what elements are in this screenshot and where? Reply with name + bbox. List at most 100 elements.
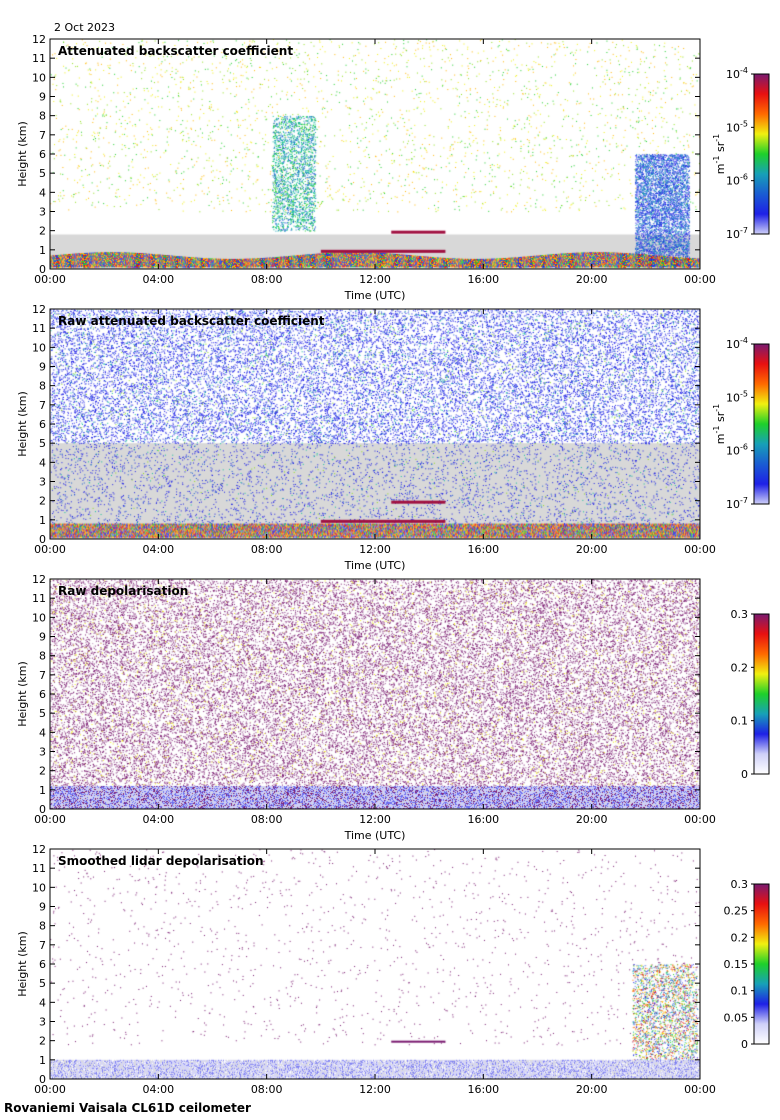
y-tick-label: 10 bbox=[32, 71, 46, 84]
y-tick-label: 3 bbox=[39, 746, 46, 759]
y-tick-label: 1 bbox=[39, 514, 46, 527]
colorbar-tick-label: 0.25 bbox=[724, 905, 749, 918]
y-tick-label: 2 bbox=[39, 1035, 46, 1048]
y-tick-label: 0 bbox=[39, 1073, 46, 1086]
x-tick-label: 16:00 bbox=[467, 273, 499, 286]
colorbar-unit: m-1 sr-1 bbox=[712, 134, 727, 174]
x-tick-label: 16:00 bbox=[467, 543, 499, 556]
colorbar-tick-label: 0.1 bbox=[731, 985, 749, 998]
colorbar bbox=[753, 73, 770, 235]
x-tick-label: 12:00 bbox=[359, 273, 391, 286]
colorbar bbox=[753, 613, 770, 775]
date-label: 2 Oct 2023 bbox=[54, 21, 116, 34]
panel-title: Raw attenuated backscatter coefficient bbox=[58, 314, 325, 328]
y-tick-label: 4 bbox=[39, 726, 46, 739]
heatmap-image bbox=[50, 849, 700, 1079]
heatmap-image bbox=[50, 579, 700, 809]
x-tick-label: 00:00 bbox=[684, 543, 716, 556]
x-tick-label: 04:00 bbox=[142, 543, 174, 556]
colorbar-unit: m-1 sr-1 bbox=[712, 404, 727, 444]
panel-title: Smoothed lidar depolarisation bbox=[58, 854, 264, 868]
y-tick-label: 9 bbox=[39, 361, 46, 374]
y-tick-label: 2 bbox=[39, 225, 46, 238]
y-tick-label: 12 bbox=[32, 303, 46, 316]
y-tick-label: 7 bbox=[39, 129, 46, 142]
y-tick-label: 3 bbox=[39, 206, 46, 219]
y-tick-label: 2 bbox=[39, 765, 46, 778]
y-axis-label: Height (km) bbox=[16, 391, 29, 457]
colorbar bbox=[753, 343, 770, 505]
colorbar-tick-label: 0 bbox=[741, 768, 748, 781]
y-tick-label: 4 bbox=[39, 996, 46, 1009]
y-tick-label: 8 bbox=[39, 110, 46, 123]
colorbar-tick-label: 0.1 bbox=[731, 715, 749, 728]
y-tick-label: 12 bbox=[32, 33, 46, 46]
colorbar-tick-label: 10-5 bbox=[726, 119, 748, 134]
y-tick-label: 11 bbox=[32, 592, 46, 605]
x-tick-label: 04:00 bbox=[142, 1083, 174, 1096]
y-tick-label: 4 bbox=[39, 456, 46, 469]
y-tick-label: 0 bbox=[39, 533, 46, 546]
y-tick-label: 10 bbox=[32, 611, 46, 624]
colorbar-tick-label: 0.05 bbox=[724, 1011, 749, 1024]
x-tick-label: 20:00 bbox=[576, 273, 608, 286]
y-tick-label: 1 bbox=[39, 244, 46, 257]
y-tick-label: 9 bbox=[39, 631, 46, 644]
x-tick-label: 08:00 bbox=[251, 813, 283, 826]
y-tick-label: 12 bbox=[32, 573, 46, 586]
colorbar-tick-label: 0.15 bbox=[724, 958, 749, 971]
colorbar-tick-label: 0.2 bbox=[731, 931, 749, 944]
y-tick-label: 11 bbox=[32, 52, 46, 65]
x-tick-label: 00:00 bbox=[34, 273, 66, 286]
x-tick-label: 20:00 bbox=[576, 1083, 608, 1096]
x-tick-label: 00:00 bbox=[34, 813, 66, 826]
colorbar-tick-label: 10-4 bbox=[726, 336, 748, 351]
y-tick-label: 11 bbox=[32, 322, 46, 335]
colorbar-tick-label: 0.2 bbox=[731, 661, 749, 674]
y-tick-label: 10 bbox=[32, 881, 46, 894]
colorbar bbox=[753, 883, 770, 1045]
y-tick-label: 8 bbox=[39, 650, 46, 663]
y-tick-label: 6 bbox=[39, 688, 46, 701]
panel-2: Raw attenuated backscatter coefficient 0 1… bbox=[16, 303, 770, 572]
x-tick-label: 00:00 bbox=[34, 543, 66, 556]
instrument-label: Rovaniemi Vaisala CL61D ceilometer bbox=[4, 1101, 251, 1115]
y-tick-label: 3 bbox=[39, 1016, 46, 1029]
y-tick-label: 12 bbox=[32, 843, 46, 856]
x-axis-label: Time (UTC) bbox=[344, 1099, 406, 1100]
colorbar-tick-label: 10-5 bbox=[726, 389, 748, 404]
x-axis-label: Time (UTC) bbox=[344, 559, 406, 572]
colorbar-tick-label: 0 bbox=[741, 1038, 748, 1051]
y-tick-label: 7 bbox=[39, 939, 46, 952]
y-tick-label: 0 bbox=[39, 263, 46, 276]
y-tick-label: 5 bbox=[39, 437, 46, 450]
y-tick-label: 5 bbox=[39, 977, 46, 990]
y-tick-label: 10 bbox=[32, 341, 46, 354]
x-tick-label: 00:00 bbox=[684, 273, 716, 286]
y-tick-label: 4 bbox=[39, 186, 46, 199]
colorbar-tick-label: 10-7 bbox=[726, 226, 748, 241]
y-tick-label: 9 bbox=[39, 901, 46, 914]
x-tick-label: 12:00 bbox=[359, 1083, 391, 1096]
y-tick-label: 6 bbox=[39, 958, 46, 971]
y-tick-label: 6 bbox=[39, 418, 46, 431]
y-tick-label: 8 bbox=[39, 920, 46, 933]
x-tick-label: 20:00 bbox=[576, 813, 608, 826]
y-tick-label: 11 bbox=[32, 862, 46, 875]
y-tick-label: 3 bbox=[39, 476, 46, 489]
x-tick-label: 16:00 bbox=[467, 1083, 499, 1096]
y-tick-label: 8 bbox=[39, 380, 46, 393]
x-tick-label: 04:00 bbox=[142, 813, 174, 826]
colorbar-tick-label: 10-7 bbox=[726, 496, 748, 511]
colorbar-tick-label: 0.3 bbox=[731, 608, 749, 621]
x-axis-label: Time (UTC) bbox=[344, 829, 406, 842]
y-tick-label: 6 bbox=[39, 148, 46, 161]
heatmap-image bbox=[50, 39, 700, 269]
y-tick-label: 1 bbox=[39, 1054, 46, 1067]
x-tick-label: 20:00 bbox=[576, 543, 608, 556]
colorbar-tick-label: 0.3 bbox=[731, 878, 749, 891]
x-tick-label: 04:00 bbox=[142, 273, 174, 286]
